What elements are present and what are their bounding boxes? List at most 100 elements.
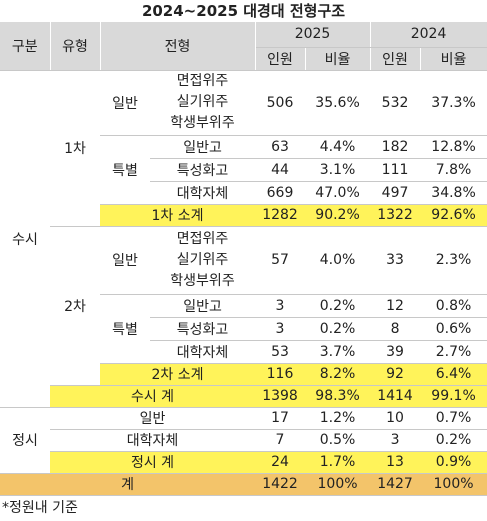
value-cell: 0.7%: [420, 407, 487, 430]
table-row: 특성화고 3 0.2% 8 0.6%: [0, 317, 487, 341]
table-row: 정시 일반 17 1.2% 10 0.7%: [0, 407, 487, 474]
table-body: 수시 1차 일반 면접위주 실기위주 학생부위주 506 35.6% 532 37.3% 특별 일반고…: [0, 70, 487, 496]
value-cell: 100%: [305, 473, 371, 496]
method: 면접위주: [176, 73, 229, 89]
method: 실기위주: [176, 94, 229, 110]
header-cell: 2024: [370, 22, 487, 48]
value-cell: 3.1%: [305, 158, 371, 182]
grand-total-label: 계: [0, 473, 256, 496]
value-cell: 7.8%: [420, 158, 487, 182]
value-cell: 47.0%: [305, 181, 371, 205]
table-row: 수시 계 1398 98.3% 1414 99.1%: [0, 385, 487, 408]
table-row: 2차 일반 면접위주 실기위주 학생부위주 57 4.0% 33 2.3%: [0, 226, 487, 386]
admission-cell: 특성화고: [150, 158, 256, 182]
value-cell: 182: [370, 135, 421, 159]
value-cell: 6.4%: [420, 363, 487, 386]
value-cell: 0.6%: [420, 317, 487, 341]
value-cell: 13: [370, 451, 421, 474]
table-row: 정시 계 24 1.7% 13 0.9%: [0, 451, 487, 474]
total-label: 정시 계: [50, 451, 256, 474]
value-cell: 53: [255, 340, 306, 364]
value-cell: 63: [255, 135, 306, 159]
value-cell: 44: [255, 158, 306, 182]
value-cell: 7: [255, 429, 306, 452]
table-row: 특성화고 44 3.1% 111 7.8%: [0, 158, 487, 182]
round-cell: 2차: [50, 226, 100, 386]
admission-cell: 특성화고: [150, 317, 256, 341]
table-row: 수시 1차 일반 면접위주 실기위주 학생부위주 506 35.6% 532 37.3%: [0, 70, 487, 408]
title: 2024~2025 대경대 전형구조: [141, 2, 346, 20]
admission-cell: 일반: [50, 407, 256, 430]
admission-cell: 일반고: [150, 294, 256, 318]
table-row: 1차 소계 1282 90.2% 1322 92.6%: [0, 204, 487, 227]
value-cell: 8.2%: [305, 363, 371, 386]
round-cell: 1차: [50, 70, 100, 227]
value-cell: 1414: [370, 385, 421, 408]
method: 학생부위주: [170, 115, 235, 131]
value-cell: 90.2%: [305, 204, 371, 227]
method: 학생부위주: [170, 272, 235, 289]
value-cell: 3: [255, 317, 306, 341]
value-cell: 1.2%: [305, 407, 371, 430]
value-cell: 1282: [255, 204, 306, 227]
table-row: 대학자체 7 0.5% 3 0.2%: [0, 429, 487, 452]
value-cell: 12: [370, 294, 421, 318]
value-cell: 34.8%: [420, 181, 487, 205]
structure-table: 구분 유형 전형 2025 2024 인원 비율 인원 비율 수시 1차 일반 면접위…: [0, 22, 487, 496]
value-cell: 57: [255, 226, 306, 295]
value-cell: 0.2%: [420, 429, 487, 452]
value-cell: 3: [255, 294, 306, 318]
header-cell: 인원: [370, 47, 421, 71]
type-cell: 특별: [100, 294, 150, 364]
value-cell: 99.1%: [420, 385, 487, 408]
table-row: 2차 소계 116 8.2% 92 6.4%: [0, 363, 487, 386]
value-cell: 532: [370, 70, 421, 136]
value-cell: 0.9%: [420, 451, 487, 474]
value-cell: 37.3%: [420, 70, 487, 136]
method: 실기위주: [176, 251, 229, 268]
value-cell: 39: [370, 340, 421, 364]
header-cell: 비율: [420, 47, 487, 71]
table-row: 특별 일반고 3 0.2% 12 0.8%: [0, 294, 487, 364]
value-cell: 24: [255, 451, 306, 474]
type-cell: 특별: [100, 135, 150, 205]
header-cell: 인원: [255, 47, 306, 71]
value-cell: 0.8%: [420, 294, 487, 318]
table-row: 특별 일반고 63 4.4% 182 12.8%: [0, 135, 487, 205]
method: 면접위주: [176, 230, 229, 247]
value-cell: 0.2%: [305, 317, 371, 341]
value-cell: 111: [370, 158, 421, 182]
value-cell: 116: [255, 363, 306, 386]
value-cell: 506: [255, 70, 306, 136]
value-cell: 669: [255, 181, 306, 205]
admission-cell: 대학자체: [50, 429, 256, 452]
admission-cell: 대학자체: [150, 181, 256, 205]
value-cell: 1398: [255, 385, 306, 408]
type-cell: 일반: [100, 70, 150, 136]
value-cell: 33: [370, 226, 421, 295]
admission-cell: 대학자체: [150, 340, 256, 364]
table-row: 대학자체 53 3.7% 39 2.7%: [0, 340, 487, 364]
value-cell: 8: [370, 317, 421, 341]
header-cell: 2025: [255, 22, 371, 48]
value-cell: 497: [370, 181, 421, 205]
value-cell: 35.6%: [305, 70, 371, 136]
subtotal-label: 2차 소계: [100, 363, 256, 386]
total-label: 수시 계: [50, 385, 256, 408]
value-cell: 92.6%: [420, 204, 487, 227]
table-row: 계 1422 100% 1427 100%: [0, 473, 487, 496]
value-cell: 3.7%: [305, 340, 371, 364]
value-cell: 92: [370, 363, 421, 386]
admission-cell: 일반고: [150, 135, 256, 159]
value-cell: 12.8%: [420, 135, 487, 159]
header-row: 구분 유형 전형 2025 2024: [0, 22, 487, 71]
value-cell: 1322: [370, 204, 421, 227]
value-cell: 2.7%: [420, 340, 487, 364]
value-cell: 4.0%: [305, 226, 371, 295]
value-cell: 2.3%: [420, 226, 487, 295]
header-cell: 구분: [0, 22, 51, 71]
footnote: *정원내 기준: [2, 500, 78, 516]
